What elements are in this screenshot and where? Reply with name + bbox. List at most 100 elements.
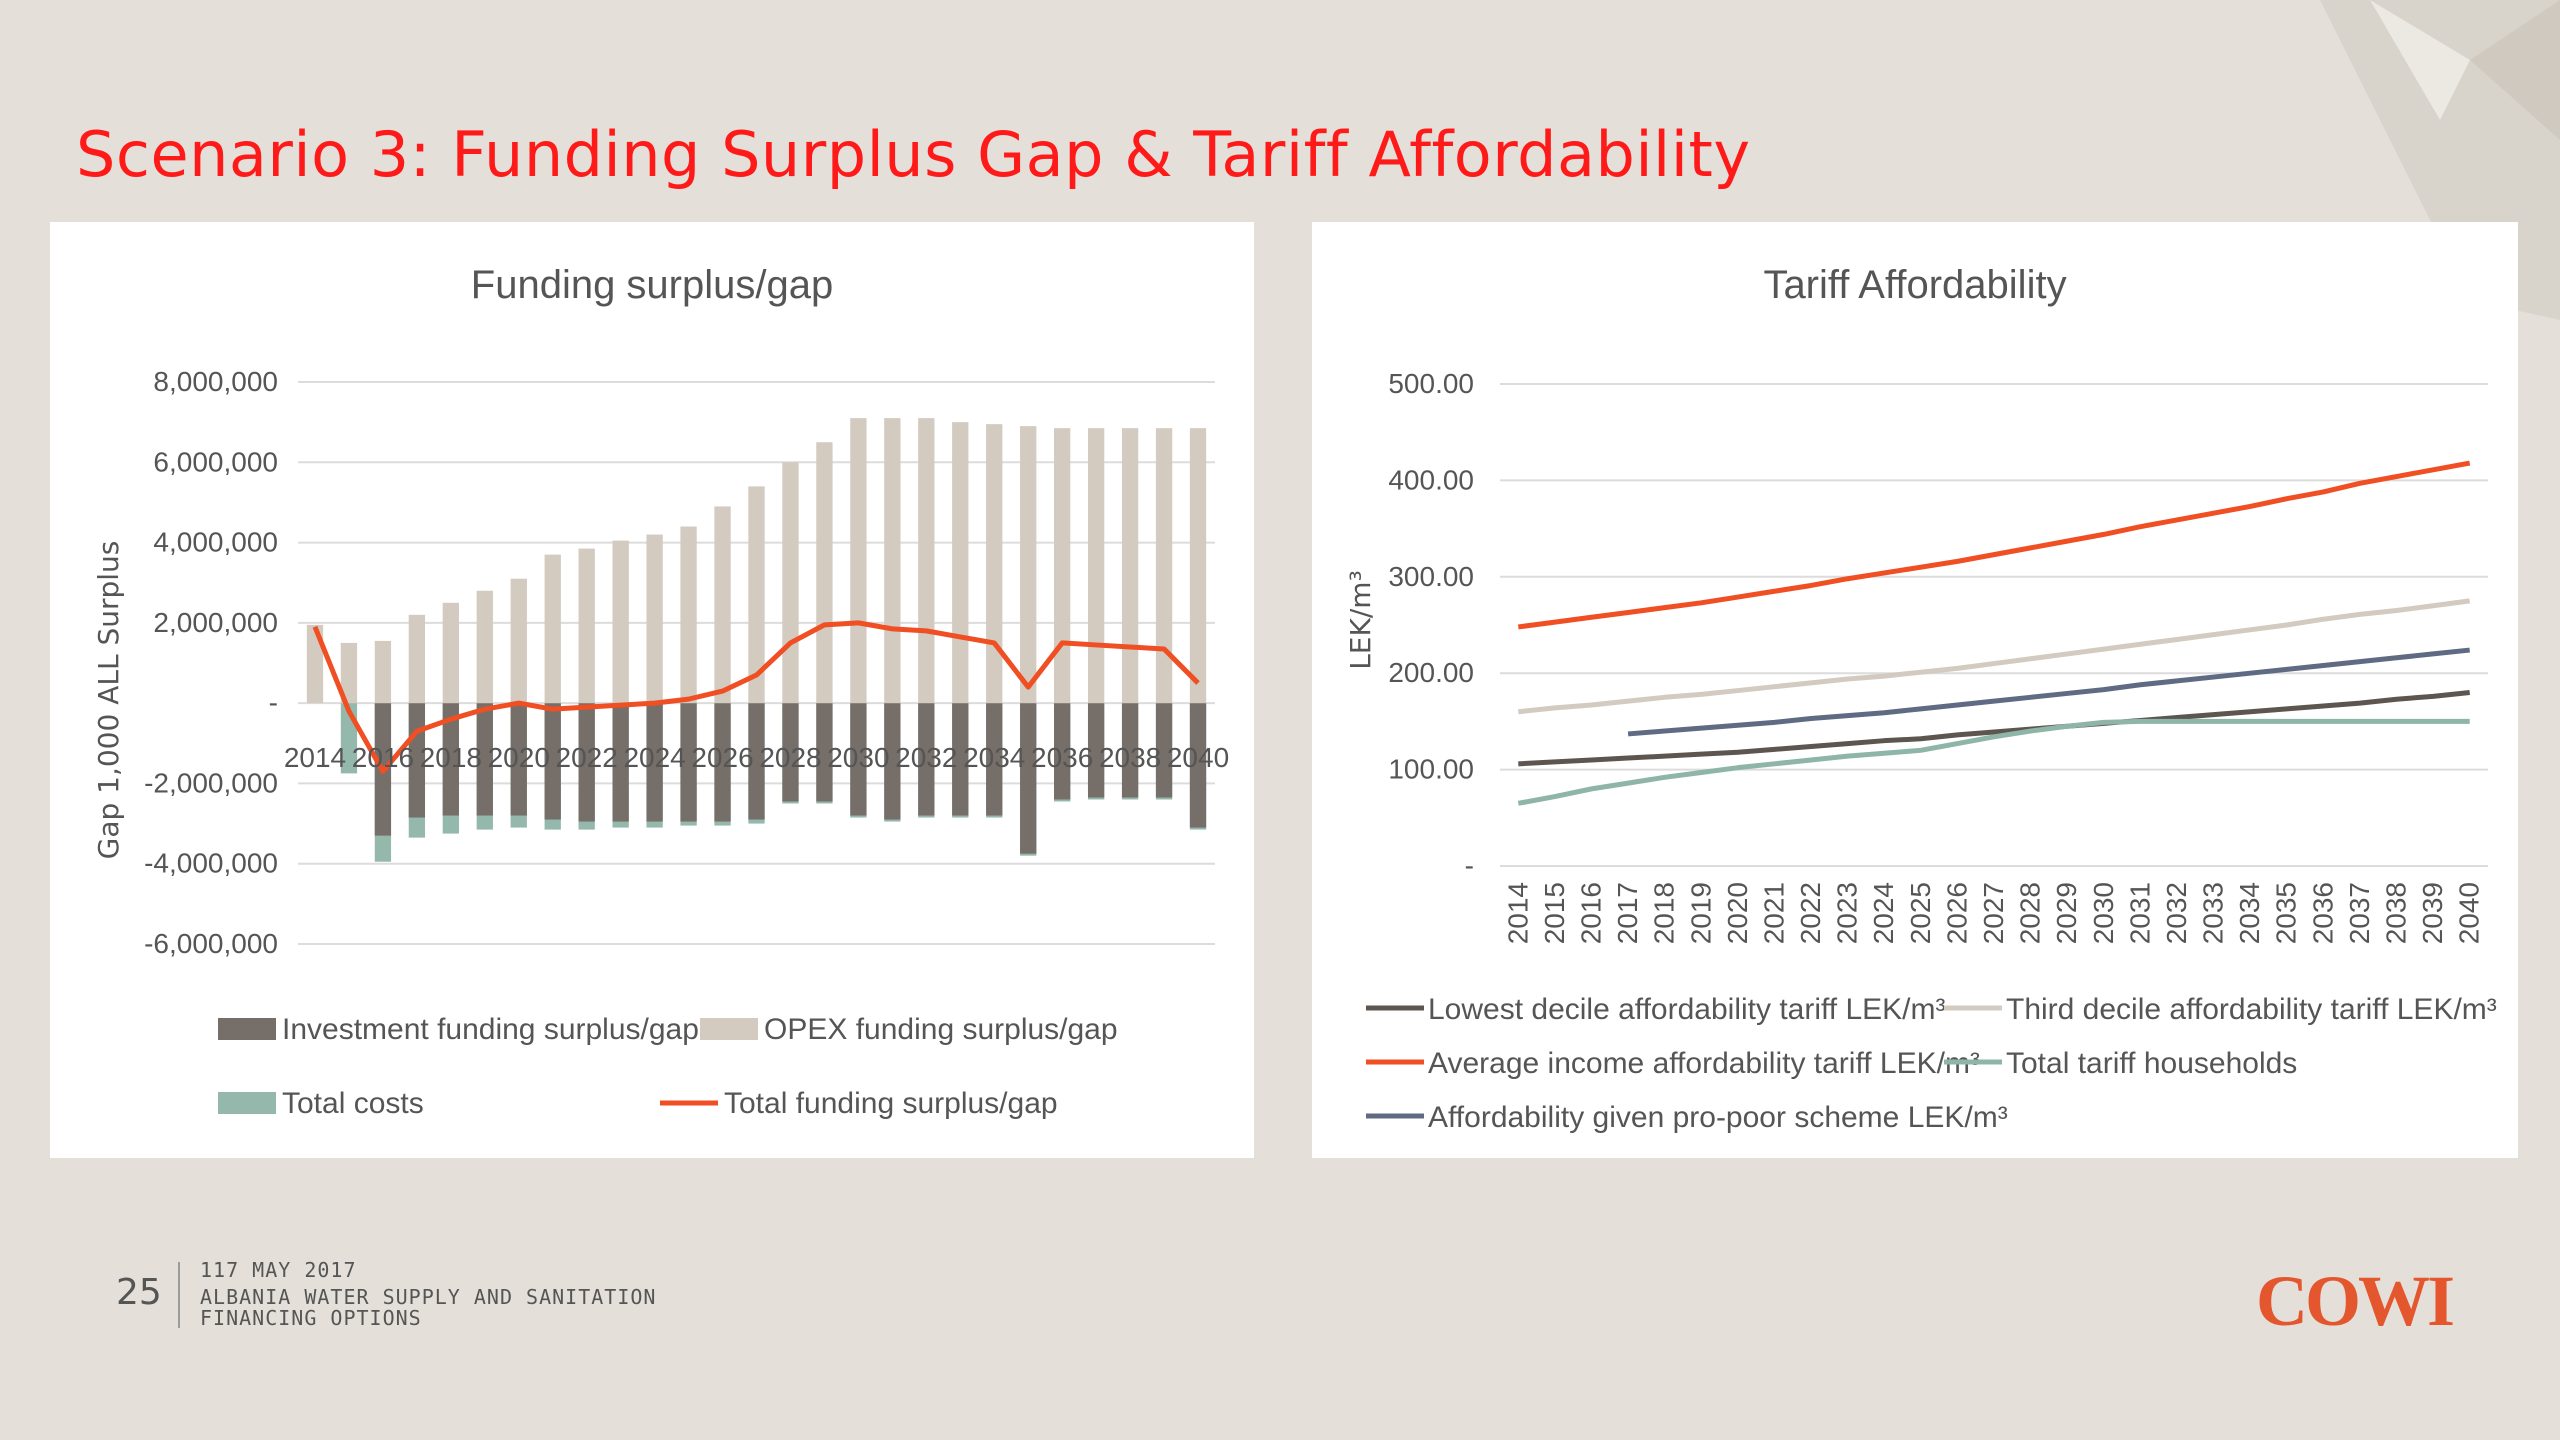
x-tick-label: 2020 <box>488 742 550 773</box>
bar-opex <box>680 526 697 704</box>
bar-investment <box>442 703 459 816</box>
x-tick-label: 2035 <box>2271 882 2302 944</box>
x-tick-label: 2026 <box>1941 882 1972 944</box>
bar-opex <box>782 462 799 704</box>
line-average-income <box>1517 460 2471 630</box>
x-tick-label: 2014 <box>1502 882 1533 944</box>
x-tick-label: 2027 <box>1978 882 2009 944</box>
y-axis-label: LEK/m³ <box>1344 570 1377 670</box>
y-tick-label: 2,000,000 <box>153 607 278 638</box>
y-tick-label: 6,000,000 <box>153 446 278 477</box>
x-tick-label: 2038 <box>2381 882 2412 944</box>
bar-investment <box>850 703 867 816</box>
x-tick-label: 2014 <box>284 742 346 773</box>
bar-opex <box>408 614 426 704</box>
x-tick-label: 2031 <box>2124 882 2155 944</box>
cowi-logo: COWI <box>2256 1261 2455 1341</box>
x-tick-label: 2028 <box>759 742 821 773</box>
line-pro-poor <box>1627 647 2470 737</box>
y-tick-label: -4,000,000 <box>144 848 278 879</box>
bar-investment <box>680 703 697 822</box>
bar-investment <box>1189 703 1207 828</box>
bar-investment <box>1054 703 1071 800</box>
bar-investment <box>612 703 629 822</box>
y-tick-label: 300.00 <box>1388 561 1474 592</box>
bar-investment <box>544 703 561 820</box>
x-tick-label: 2034 <box>963 742 1025 773</box>
y-tick-label: 4,000,000 <box>153 527 278 558</box>
legend-label-total-costs: Total costs <box>282 1087 424 1120</box>
y-tick-label: 8,000,000 <box>153 366 278 397</box>
y-tick-label: - <box>1465 850 1474 881</box>
bar-investment <box>952 703 969 816</box>
bar-opex <box>340 642 358 704</box>
x-tick-label: 2039 <box>2417 882 2448 944</box>
legend-label-lowest-decile: Lowest decile affordability tariff LEK/m… <box>1428 993 1945 1026</box>
y-tick-label: 500.00 <box>1388 368 1474 399</box>
x-tick-label: 2033 <box>2198 882 2229 944</box>
bar-opex <box>578 548 595 704</box>
legend-swatch-total-costs <box>218 1092 276 1114</box>
funding-chart: Funding surplus/gap 8,000,000 6,000,000 4,… <box>92 263 1229 1120</box>
x-tick-label: 2018 <box>420 742 482 773</box>
bar-investment <box>476 703 493 816</box>
bar-opex <box>1087 428 1105 704</box>
bar-investment <box>816 703 833 802</box>
bar-opex <box>714 506 731 704</box>
bar-investment <box>884 703 901 820</box>
x-tick-label: 2022 <box>556 742 618 773</box>
y-tick-label: 400.00 <box>1388 464 1474 495</box>
bar-investment <box>1087 703 1105 798</box>
x-tick-label: 2022 <box>1795 882 1826 944</box>
x-tick-label: 2040 <box>2454 882 2485 944</box>
y-tick-label: 200.00 <box>1388 657 1474 688</box>
legend-swatch-investment <box>218 1018 276 1040</box>
tariff-chart: Tariff Affordability 500.00 400.00 300.00 2… <box>1344 263 2497 1134</box>
bar-opex <box>1155 428 1173 704</box>
x-tick-label: 2023 <box>1832 882 1863 944</box>
x-tick-label: 2020 <box>1722 882 1753 944</box>
bar-investment <box>918 703 935 816</box>
y-axis-label: Gap 1,000 ALL Surplus <box>92 541 125 860</box>
bar-opex <box>476 590 493 704</box>
line-third-decile <box>1518 598 2471 715</box>
y-tick-label: - <box>269 687 278 718</box>
bar-opex <box>544 554 561 704</box>
x-tick-label: 2025 <box>1905 882 1936 944</box>
bar-investment <box>1020 703 1037 854</box>
funding-chart-panel: Funding surplus/gap 8,000,000 6,000,000 4,… <box>50 222 1254 1158</box>
x-tick-label: 2029 <box>2051 882 2082 944</box>
legend-label-third-decile: Third decile affordability tariff LEK/m³ <box>2006 993 2497 1026</box>
bar-investment <box>1121 703 1139 798</box>
y-tick-label: -2,000,000 <box>144 767 278 798</box>
bar-opex <box>442 602 459 704</box>
bar-opex <box>850 418 867 704</box>
bar-opex <box>1020 426 1037 704</box>
x-tick-label: 2015 <box>1539 882 1570 944</box>
footer-date: 117 MAY 2017 <box>200 1258 357 1282</box>
legend-label-investment: Investment funding surplus/gap <box>282 1013 699 1046</box>
footer-subtitle: ALBANIA WATER SUPPLY AND SANITATION FINA… <box>200 1285 657 1330</box>
line-total-funding <box>312 620 1200 774</box>
x-tick-label: 2036 <box>2307 882 2338 944</box>
bar-opex <box>306 624 324 704</box>
bar-opex <box>374 640 392 704</box>
footer-divider <box>178 1262 180 1328</box>
x-tick-label: 2037 <box>2344 882 2375 944</box>
legend-label-average-income: Average income affordability tariff LEK/… <box>1428 1047 1980 1080</box>
x-tick-label: 2034 <box>2234 882 2265 944</box>
x-tick-label: 2028 <box>2015 882 2046 944</box>
line-lowest-decile <box>1518 689 2470 767</box>
bar-opex <box>1189 428 1207 704</box>
slide-title: Scenario 3: Funding Surplus Gap & Tariff… <box>76 118 1751 191</box>
x-tick-label: 2030 <box>2088 882 2119 944</box>
chart-title: Funding surplus/gap <box>471 263 833 307</box>
legend-label-opex: OPEX funding surplus/gap <box>764 1013 1118 1046</box>
bar-investment <box>782 703 799 802</box>
bar-opex <box>612 540 629 704</box>
bar-opex <box>918 418 935 704</box>
bar-opex <box>510 578 527 704</box>
bar-opex <box>986 424 1003 704</box>
legend: Investment funding surplus/gap OPEX fund… <box>218 1013 1118 1120</box>
bar-opex <box>1121 428 1139 704</box>
